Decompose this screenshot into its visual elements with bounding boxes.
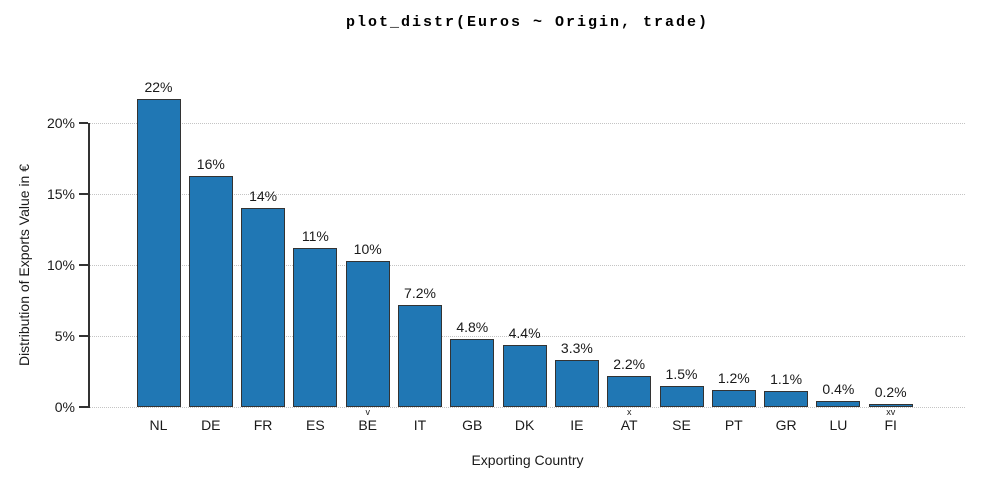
x-tick-label: IE xyxy=(570,417,584,433)
gridline xyxy=(90,336,965,337)
bar xyxy=(659,385,704,407)
x-tick-label: BE xyxy=(358,417,378,433)
y-tick-label: 10% xyxy=(46,257,75,273)
x-tick-label: IT xyxy=(413,417,427,433)
y-tick-label: 20% xyxy=(46,115,75,131)
gridline xyxy=(90,123,965,124)
y-axis-tick xyxy=(79,264,88,266)
x-tick-label: NL xyxy=(149,417,168,433)
bar xyxy=(711,389,756,407)
bar-value-label: 16% xyxy=(196,155,225,172)
x-tick-label: GR xyxy=(775,417,797,433)
y-tick-label: 5% xyxy=(54,328,75,344)
bar xyxy=(345,260,390,407)
bar-value-label: 3.3% xyxy=(560,340,593,357)
x-tick-label: FI xyxy=(884,417,897,433)
y-tick-label: 0% xyxy=(54,399,75,415)
x-tick-label: FR xyxy=(253,417,273,433)
x-tick-label: DK xyxy=(514,417,535,433)
y-axis-tick xyxy=(79,406,88,408)
bar-value-label: 0.4% xyxy=(822,381,855,398)
bar-value-label: 1.1% xyxy=(770,371,803,388)
gridline xyxy=(90,407,965,408)
x-tick-label: GB xyxy=(462,417,483,433)
bar xyxy=(868,404,913,407)
gridline xyxy=(90,194,965,195)
x-axis-title: Exporting Country xyxy=(471,452,584,468)
bar xyxy=(398,304,442,407)
x-tick-label: DE xyxy=(201,417,221,433)
bar xyxy=(450,338,495,407)
bar xyxy=(241,208,286,407)
y-axis-tick xyxy=(79,193,88,195)
x-tick-label: LU xyxy=(829,417,848,433)
bar xyxy=(188,175,233,407)
bar-value-label: 0.2% xyxy=(874,384,907,401)
bar xyxy=(816,401,861,407)
bar xyxy=(136,98,181,407)
category-marker: v xyxy=(365,407,370,417)
category-marker: x xyxy=(626,407,632,417)
x-tick-label: SE xyxy=(672,417,691,433)
y-axis-tick xyxy=(79,335,88,337)
bar-value-label: 22% xyxy=(144,78,173,95)
y-axis-tick xyxy=(79,122,88,124)
y-axis-line xyxy=(88,123,90,408)
x-tick-label: ES xyxy=(306,417,325,433)
bar xyxy=(502,344,547,407)
bar-value-label: 1.2% xyxy=(717,369,750,386)
x-tick-label: PT xyxy=(724,417,743,433)
bar-value-label: 4.8% xyxy=(456,318,489,335)
bar-value-label: 1.5% xyxy=(665,365,698,382)
bar xyxy=(764,391,809,407)
bar-value-label: 2.2% xyxy=(613,355,646,372)
bar-value-label: 7.2% xyxy=(404,284,436,301)
chart-title: plot_distr(Euros ~ Origin, trade) xyxy=(345,14,710,31)
x-tick-label: AT xyxy=(620,417,638,433)
bar-value-label: 14% xyxy=(249,188,278,205)
gridline xyxy=(90,265,965,266)
bar xyxy=(293,247,338,407)
y-tick-label: 15% xyxy=(46,186,75,202)
bar xyxy=(554,360,599,407)
bar-value-label: 4.4% xyxy=(508,324,541,341)
bar-value-label: 10% xyxy=(353,240,382,257)
bar-value-label: 11% xyxy=(301,227,329,244)
category-marker: xv xyxy=(886,407,896,417)
bar xyxy=(607,375,652,407)
